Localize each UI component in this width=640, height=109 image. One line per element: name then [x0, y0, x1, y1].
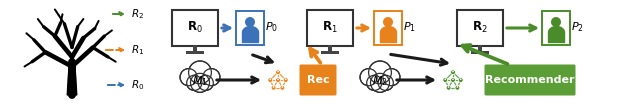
Circle shape	[276, 70, 280, 75]
Polygon shape	[67, 66, 77, 95]
FancyBboxPatch shape	[457, 10, 503, 46]
FancyBboxPatch shape	[374, 11, 402, 45]
Circle shape	[448, 86, 449, 88]
Circle shape	[268, 78, 273, 82]
Text: Rec: Rec	[307, 75, 330, 85]
Circle shape	[446, 85, 451, 90]
Circle shape	[370, 62, 390, 82]
Circle shape	[188, 76, 201, 89]
Text: R$_{0}$: R$_{0}$	[187, 19, 203, 35]
Circle shape	[458, 78, 463, 82]
Text: $P_2$: $P_2$	[571, 20, 584, 34]
Circle shape	[371, 73, 390, 92]
Circle shape	[276, 78, 280, 82]
Bar	[478, 45, 482, 52]
Circle shape	[199, 76, 212, 89]
Circle shape	[452, 71, 454, 72]
Text: M$_{1}$: M$_{1}$	[192, 74, 208, 88]
Circle shape	[460, 78, 461, 80]
FancyBboxPatch shape	[172, 10, 218, 46]
Circle shape	[384, 70, 399, 85]
Circle shape	[282, 86, 284, 88]
Circle shape	[277, 78, 279, 80]
Circle shape	[444, 78, 446, 80]
Circle shape	[277, 71, 279, 72]
Circle shape	[361, 70, 376, 85]
Text: $P_0$: $P_0$	[265, 20, 278, 34]
Circle shape	[180, 69, 197, 86]
Circle shape	[367, 76, 381, 89]
Circle shape	[269, 78, 271, 80]
FancyBboxPatch shape	[300, 65, 337, 95]
Text: M$_{2}$: M$_{2}$	[372, 74, 388, 88]
Circle shape	[187, 75, 202, 90]
Circle shape	[189, 61, 211, 84]
FancyBboxPatch shape	[542, 11, 570, 45]
Circle shape	[203, 69, 220, 86]
Text: Recommender: Recommender	[485, 75, 575, 85]
Circle shape	[284, 78, 288, 82]
Circle shape	[455, 85, 460, 90]
Text: R$_{1}$: R$_{1}$	[322, 19, 338, 35]
Bar	[193, 45, 197, 52]
Circle shape	[204, 70, 219, 85]
Circle shape	[198, 75, 213, 90]
Circle shape	[451, 78, 456, 82]
Bar	[471, 51, 489, 54]
Bar	[186, 51, 204, 54]
Circle shape	[378, 75, 394, 90]
Circle shape	[360, 69, 377, 86]
Circle shape	[245, 17, 255, 27]
Text: $R_2$: $R_2$	[131, 7, 144, 21]
Circle shape	[551, 17, 561, 27]
FancyBboxPatch shape	[236, 11, 264, 45]
Text: R$_{2}$: R$_{2}$	[472, 19, 488, 35]
Text: $P_1$: $P_1$	[403, 20, 416, 34]
FancyBboxPatch shape	[484, 65, 575, 95]
Circle shape	[273, 86, 275, 88]
Circle shape	[190, 62, 210, 82]
Text: $R_0$: $R_0$	[131, 78, 145, 92]
Circle shape	[443, 78, 448, 82]
Bar	[328, 45, 332, 52]
Circle shape	[456, 86, 458, 88]
Circle shape	[372, 74, 388, 91]
Circle shape	[383, 17, 393, 27]
Circle shape	[181, 70, 196, 85]
Circle shape	[451, 70, 456, 75]
FancyBboxPatch shape	[307, 10, 353, 46]
Circle shape	[369, 61, 392, 84]
Circle shape	[271, 85, 276, 90]
Circle shape	[383, 69, 400, 86]
Circle shape	[280, 85, 285, 90]
Circle shape	[285, 78, 287, 80]
Circle shape	[367, 75, 382, 90]
Circle shape	[452, 78, 454, 80]
Circle shape	[191, 73, 209, 92]
Circle shape	[379, 76, 392, 89]
Text: $R_1$: $R_1$	[131, 43, 144, 57]
Circle shape	[191, 74, 209, 91]
Bar	[321, 51, 339, 54]
